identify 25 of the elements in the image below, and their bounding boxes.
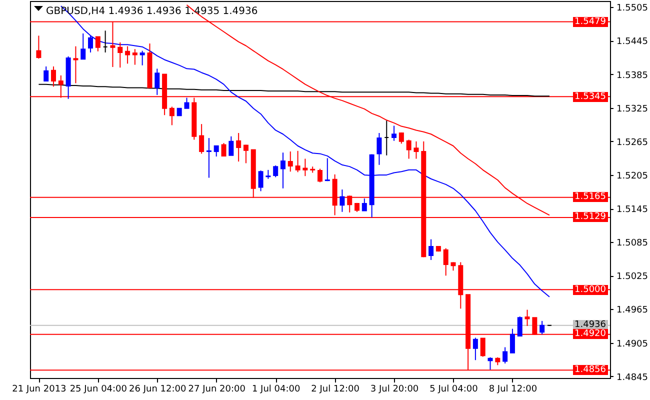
y-tick-label: 1.5385 bbox=[616, 70, 648, 81]
x-tick-label: 5 Jul 04:00 bbox=[430, 384, 478, 394]
y-tick-label: 1.4845 bbox=[616, 372, 648, 383]
y-tick-label: 1.4905 bbox=[616, 339, 648, 350]
price-tag: 1.5129 bbox=[572, 212, 608, 222]
x-tick-label: 1 Jul 04:00 bbox=[252, 384, 300, 394]
y-tick-label: 1.4965 bbox=[616, 306, 648, 316]
x-tick-label: 27 Jun 20:00 bbox=[188, 384, 246, 394]
price-tag: 1.5165 bbox=[572, 192, 608, 202]
y-tick-label: 1.5085 bbox=[616, 238, 648, 249]
y-tick-label: 1.5205 bbox=[616, 171, 648, 182]
y-tick-label: 1.5265 bbox=[616, 138, 648, 148]
price-tag: 1.4856 bbox=[572, 365, 608, 376]
x-tick-label: 2 Jul 12:00 bbox=[311, 384, 360, 394]
y-tick-label: 1.5145 bbox=[616, 205, 648, 216]
y-tick-label: 1.5445 bbox=[616, 37, 648, 48]
y-tick-label: 1.5325 bbox=[616, 104, 648, 114]
y-tick-label: 1.5505 bbox=[616, 4, 648, 14]
x-tick-label: 3 Jul 20:00 bbox=[370, 384, 419, 394]
price-tag: 1.4920 bbox=[572, 329, 608, 340]
x-tick-label: 25 Jun 04:00 bbox=[70, 384, 128, 394]
x-tick-label: 8 Jul 12:00 bbox=[488, 384, 538, 394]
x-tick-label: 21 Jun 2013 bbox=[12, 384, 66, 394]
y-tick-label: 1.5025 bbox=[616, 272, 648, 282]
x-tick-label: 26 Jun 12:00 bbox=[129, 384, 186, 394]
